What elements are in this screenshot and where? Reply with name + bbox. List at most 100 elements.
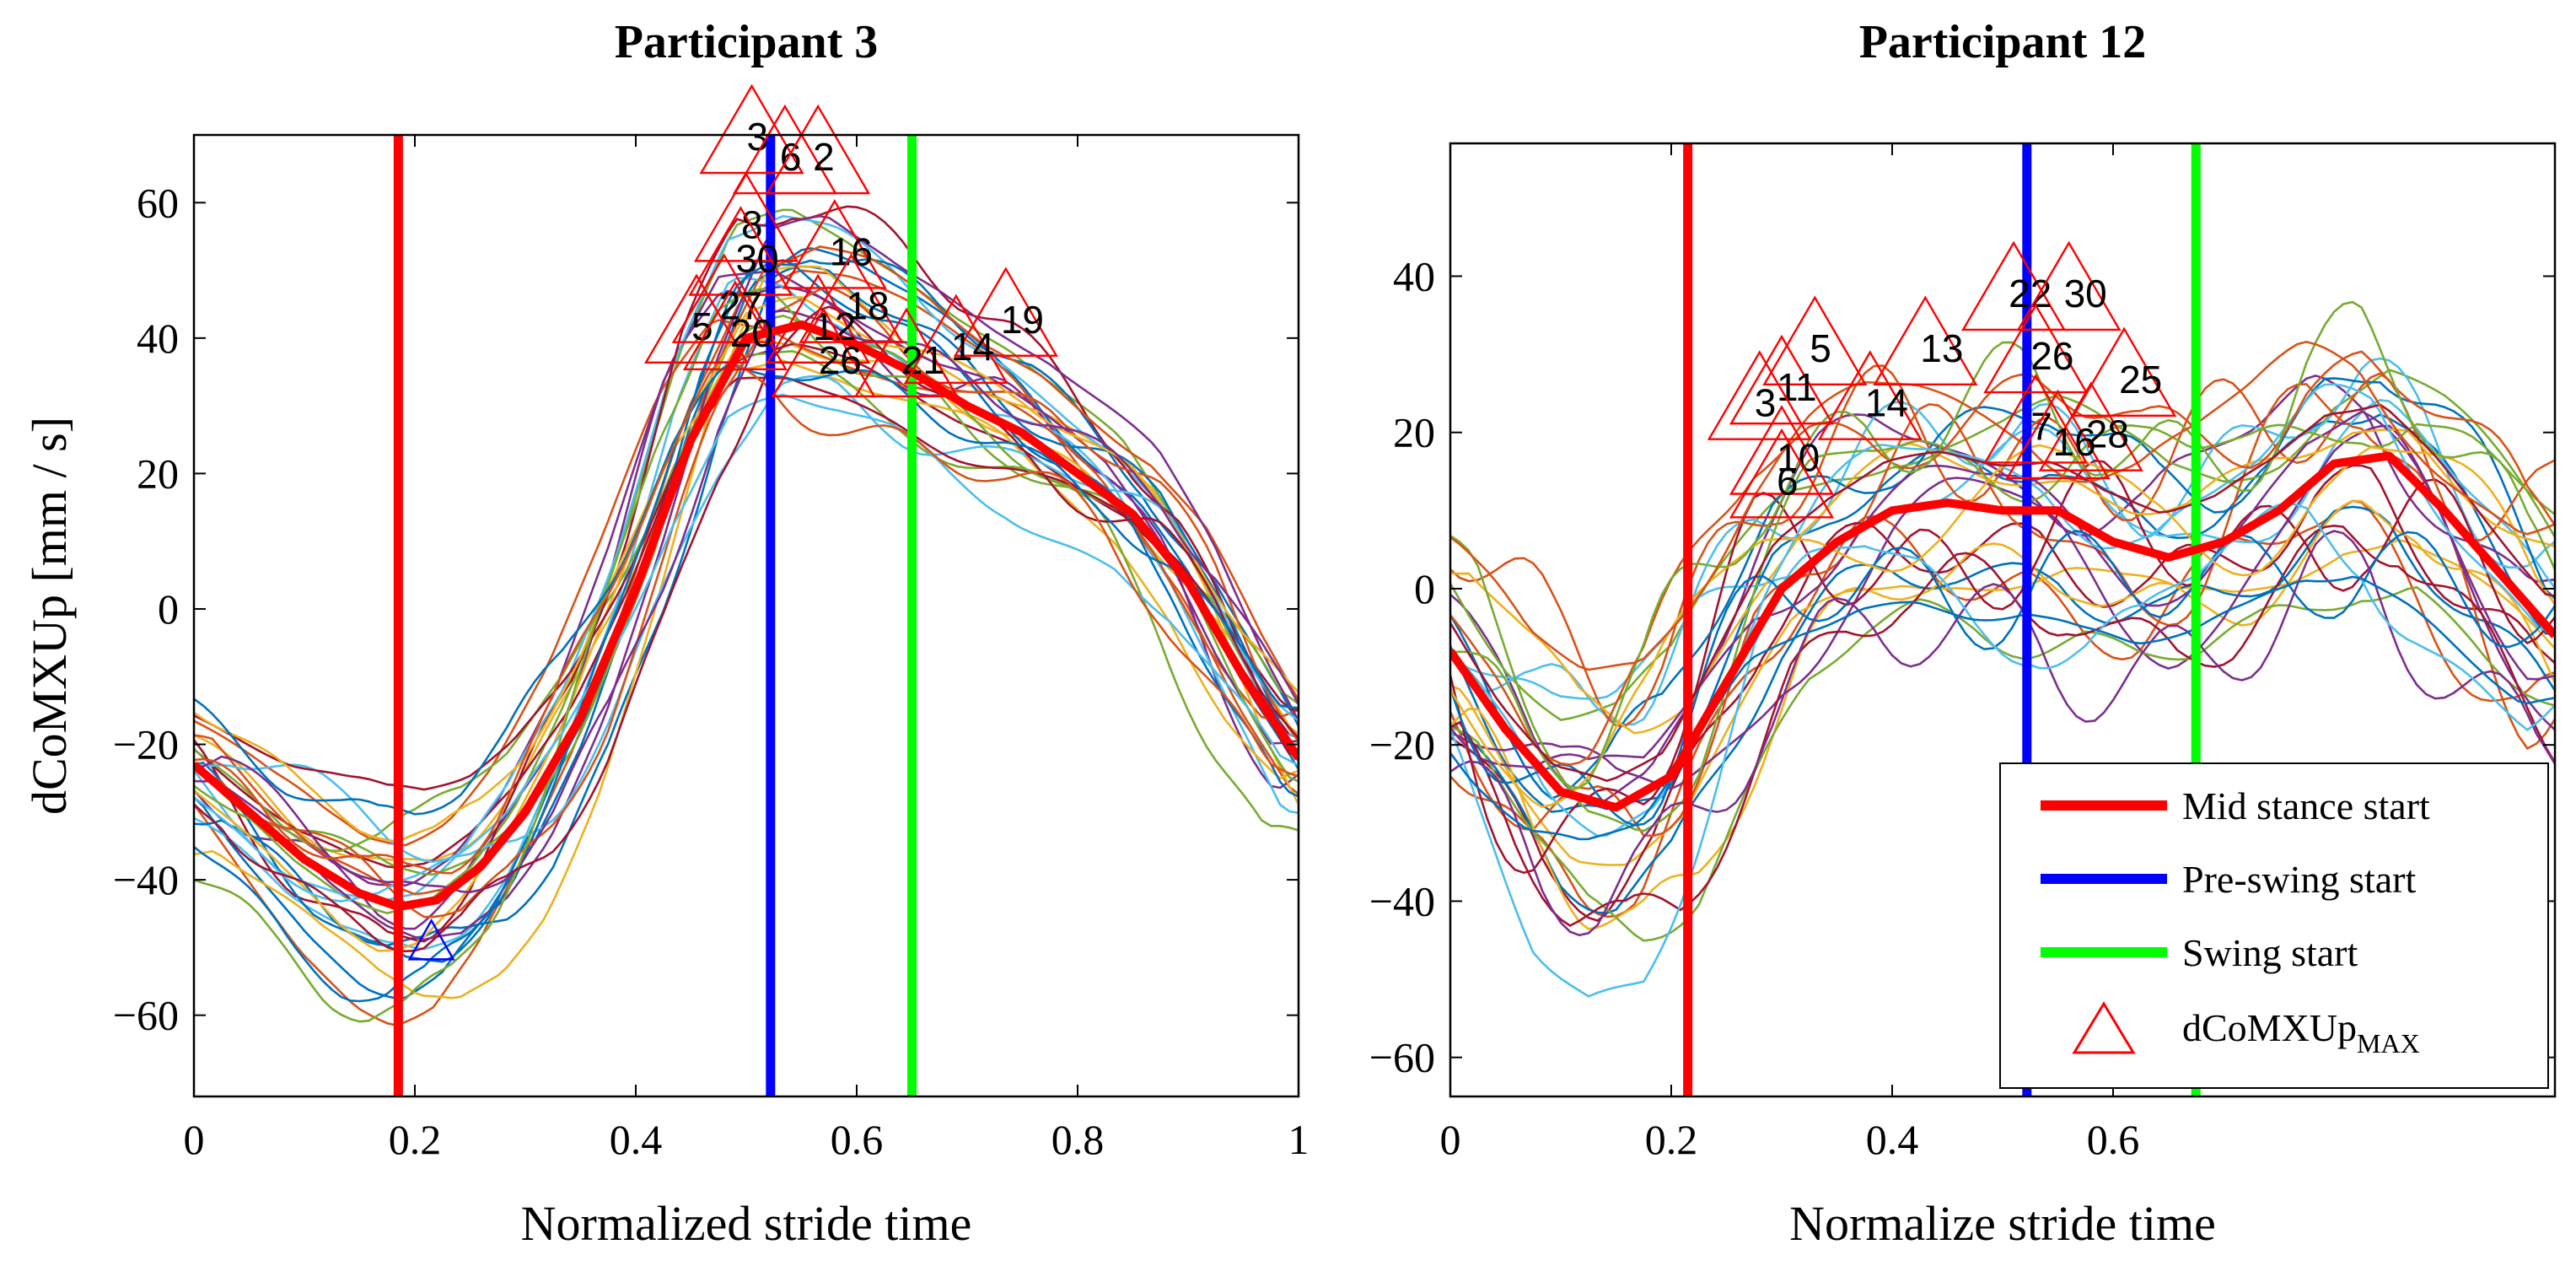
trial-traces (1450, 300, 2555, 998)
legend-entry-swing: Swing start (2041, 931, 2358, 974)
x-tick-label: 0.6 (2087, 1116, 2140, 1163)
peak-marker (766, 273, 871, 364)
y-tick-label: −60 (1369, 1034, 1435, 1081)
peak-label: 25 (2119, 358, 2162, 401)
peak-label: 12 (813, 304, 856, 348)
peak-marker (2072, 326, 2177, 418)
y-tick-label: −20 (1369, 721, 1435, 768)
peak-marker (643, 273, 750, 364)
peak-label: 6 (1777, 459, 1799, 503)
trial-line (194, 309, 1299, 894)
peak-marker (1983, 303, 2089, 394)
peak-marker (2016, 240, 2122, 331)
legend-label: Swing start (2182, 931, 2358, 974)
trial-line (1450, 428, 2555, 735)
trial-line (1450, 300, 2555, 789)
trial-line (194, 319, 1299, 847)
y-tick-label: −60 (113, 992, 179, 1039)
peak-marker (1762, 295, 1868, 386)
chart-title: Participant 3 (615, 16, 879, 68)
peak-label: 3 (747, 115, 769, 159)
trial-line (194, 269, 1299, 887)
y-tick-label: 20 (1393, 409, 1435, 456)
y-tick-label: −40 (113, 856, 179, 903)
mean-curve (1450, 451, 2555, 812)
x-tick-label: 0.4 (610, 1116, 663, 1163)
x-tick-label: 0.8 (1051, 1116, 1105, 1163)
axes-frame (192, 133, 1300, 1098)
peak-label: 7 (2030, 404, 2052, 448)
trial-line (1450, 424, 2555, 790)
trial-line (194, 288, 1299, 1023)
peak-marker (1983, 374, 2089, 464)
legend-label: Mid stance start (2182, 784, 2430, 827)
x-axis-label: Normalized stride time (521, 1196, 972, 1251)
triangle-marker-icon (2072, 1001, 2136, 1054)
trial-line (194, 361, 1299, 875)
y-tick-label: 40 (1393, 252, 1435, 299)
x-tick-label: 0.2 (1645, 1116, 1698, 1163)
trial-line (1450, 499, 2555, 930)
trial-line (1450, 377, 2555, 800)
peak-marker (671, 253, 777, 343)
peak-marker (766, 104, 871, 195)
peak-label: 11 (1777, 365, 1817, 409)
legend-label: dCoMXUpMAX (2182, 1006, 2420, 1059)
peak-label: 30 (735, 237, 778, 281)
peak-marker (1817, 350, 1923, 440)
legend-entry-pre-swing: Pre-swing start (2041, 858, 2416, 901)
peak-marker (1729, 334, 1835, 425)
peak-label: 14 (1865, 381, 1908, 425)
mean-line (194, 320, 1299, 912)
trial-line (1450, 538, 2555, 866)
peak-label: 2 (813, 135, 835, 179)
trial-line (1450, 340, 2555, 671)
trial-line (194, 205, 1299, 943)
x-tick-label: 1 (1288, 1116, 1310, 1163)
x-tick-label: 0.4 (1866, 1116, 1919, 1163)
peak-label: 18 (846, 284, 889, 328)
peak-marker (1729, 428, 1835, 519)
legend-entry-mid-stance: Mid stance start (2041, 784, 2430, 827)
trial-line (1450, 575, 2555, 841)
trial-line (1450, 364, 2555, 727)
min-marker (407, 918, 455, 961)
trial-line (1450, 403, 2555, 783)
peak-label: 13 (1920, 326, 1963, 370)
trial-traces (194, 205, 1299, 1026)
x-axis-label: Normalize stride time (1789, 1196, 2216, 1251)
peak-marker (1873, 295, 1978, 386)
trial-line (194, 393, 1299, 902)
legend-label: Pre-swing start (2182, 858, 2416, 901)
trial-line (194, 314, 1299, 853)
peak-label: 16 (830, 229, 873, 273)
trial-line (194, 374, 1299, 864)
peak-marker (682, 280, 788, 371)
y-tick-label: 0 (1414, 565, 1435, 612)
peak-label: 21 (901, 338, 944, 382)
trial-line (194, 286, 1299, 919)
peak-marker (903, 294, 1008, 385)
trial-line (1450, 410, 2555, 769)
y-tick-label: 40 (137, 315, 179, 362)
trial-line (194, 305, 1299, 953)
trial-line (1450, 398, 2555, 700)
trial-line (1450, 464, 2555, 922)
peak-marker (799, 253, 904, 343)
trial-line (1450, 505, 2555, 914)
trial-line (1450, 524, 2555, 928)
trial-line (1450, 374, 2555, 806)
peak-label: 14 (951, 325, 994, 369)
peak-marker (1707, 350, 1812, 440)
peak-marker (771, 307, 876, 398)
legend-box (1999, 762, 2549, 1089)
peak-label: 28 (2086, 412, 2129, 456)
peak-label: 20 (730, 311, 773, 355)
peak-marker (699, 84, 804, 175)
y-tick-label: 20 (137, 450, 179, 497)
peak-marker (782, 199, 887, 289)
